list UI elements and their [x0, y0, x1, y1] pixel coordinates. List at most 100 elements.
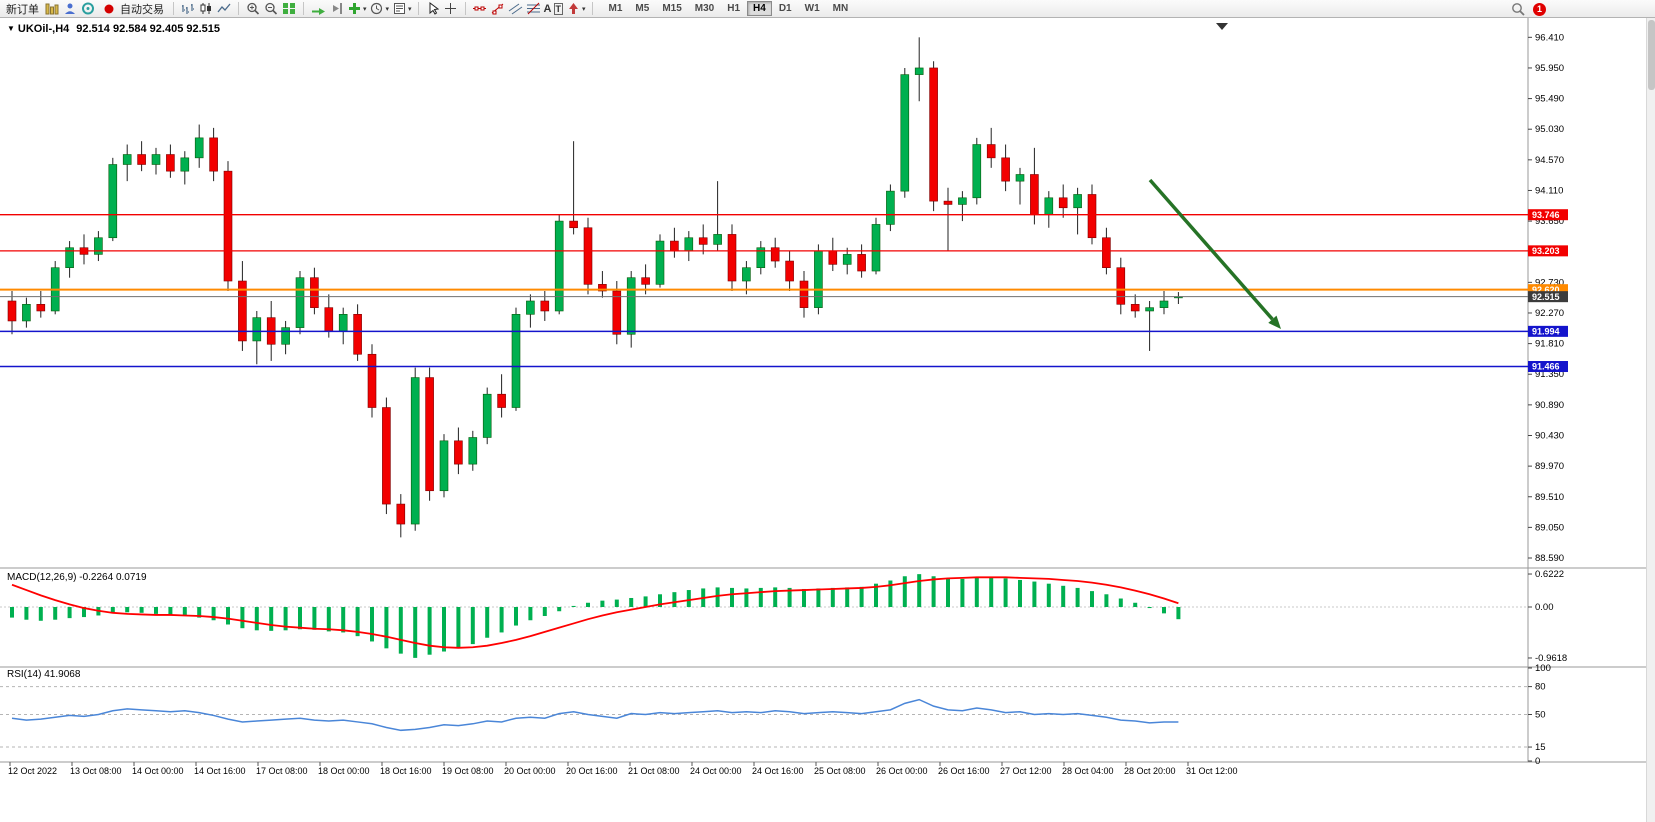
chart-title[interactable]: ▼ UKOil-,H4 92.514 92.584 92.405 92.515 [7, 23, 220, 35]
time-axis-label[interactable]: 17 Oct 08:00 [256, 766, 308, 776]
search-icon[interactable] [1510, 2, 1526, 16]
timeframe-button-m5[interactable]: M5 [629, 1, 655, 16]
chart-shift-icon[interactable] [328, 2, 344, 16]
price-axis-label[interactable]: 92.730 [1535, 277, 1564, 288]
chart-canvas[interactable]: 96.410 95.950 95.490 95.030 94.570 94.110 93.6… [0, 18, 1655, 770]
price-axis-label[interactable]: 96.410 [1535, 32, 1564, 43]
candle [785, 251, 794, 292]
time-axis-label[interactable]: 26 Oct 16:00 [938, 766, 990, 776]
time-axis[interactable]: 12 Oct 2022 13 Oct 08:00 14 Oct 00:00 14 Oc… [0, 762, 1640, 782]
time-axis-label[interactable]: 27 Oct 12:00 [1000, 766, 1052, 776]
timeframe-button-m30[interactable]: M30 [689, 1, 720, 16]
time-axis-label[interactable]: 14 Oct 00:00 [132, 766, 184, 776]
time-axis-label[interactable]: 18 Oct 00:00 [318, 766, 370, 776]
time-axis-label[interactable]: 24 Oct 00:00 [690, 766, 742, 776]
time-axis-label[interactable]: 26 Oct 00:00 [876, 766, 928, 776]
horizontal-line-tool-icon[interactable] [472, 2, 488, 16]
candle [367, 344, 377, 418]
price-axis-label[interactable]: 95.030 [1535, 124, 1564, 135]
price-axis-label[interactable]: 90.430 [1535, 430, 1564, 441]
macd-histogram-bar [269, 607, 274, 631]
cursor-icon[interactable] [425, 2, 441, 16]
macd-indicator-label: MACD(12,26,9) -0.2264 0.0719 [7, 572, 147, 583]
tile-windows-icon[interactable] [281, 2, 297, 16]
notification-badge[interactable]: 1 [1533, 2, 1546, 16]
indicators-dropdown-caret[interactable]: ▾ [363, 5, 367, 13]
channel-tool-icon[interactable] [508, 2, 524, 16]
candle [396, 494, 406, 538]
trendline-tool-icon[interactable] [490, 2, 506, 16]
timeframe-button-m15[interactable]: M15 [656, 1, 687, 16]
vertical-scrollbar[interactable] [1646, 18, 1655, 822]
time-axis-label[interactable]: 31 Oct 12:00 [1186, 766, 1238, 776]
price-axis-label[interactable]: 94.570 [1535, 155, 1564, 166]
bar-chart-icon[interactable] [180, 2, 196, 16]
templates-dropdown-caret[interactable]: ▾ [408, 5, 412, 13]
arrows-dropdown-caret[interactable]: ▾ [582, 5, 586, 13]
timeframe-button-m1[interactable]: M1 [603, 1, 629, 16]
fibonacci-tool-icon[interactable] [526, 2, 542, 16]
toolbar-separator [238, 2, 239, 15]
arrows-tool-icon[interactable] [565, 2, 581, 16]
time-axis-label[interactable]: 21 Oct 08:00 [628, 766, 680, 776]
macd-histogram-bar [816, 588, 821, 607]
candle [713, 181, 722, 252]
price-axis-label[interactable]: 88.590 [1535, 553, 1564, 564]
candle [194, 124, 204, 168]
timeframe-button-mn[interactable]: MN [827, 1, 855, 16]
timeframe-button-h4[interactable]: H4 [747, 1, 772, 16]
time-axis-label[interactable]: 20 Oct 00:00 [504, 766, 556, 776]
zoom-in-icon[interactable] [245, 2, 261, 16]
time-axis-label[interactable]: 28 Oct 20:00 [1124, 766, 1176, 776]
price-axis-label[interactable]: 94.110 [1535, 185, 1563, 196]
price-axis-label[interactable]: 91.810 [1535, 339, 1564, 350]
price-axis-label[interactable]: 95.490 [1535, 94, 1564, 105]
text-tool-icon[interactable]: A [543, 2, 552, 15]
time-axis-label[interactable]: 14 Oct 16:00 [194, 766, 246, 776]
price-axis-label[interactable]: 95.950 [1535, 63, 1564, 74]
price-axis-label[interactable]: 93.650 [1535, 216, 1564, 227]
time-axis-label[interactable]: 25 Oct 08:00 [814, 766, 866, 776]
templates-icon[interactable] [391, 2, 407, 16]
trend-arrow-annotation[interactable] [1148, 178, 1281, 329]
zoom-out-icon[interactable] [263, 2, 279, 16]
candle [828, 237, 838, 272]
price-axis-label[interactable]: 89.970 [1535, 461, 1564, 472]
periods-clock-icon[interactable] [369, 2, 385, 16]
candlestick-chart-icon[interactable] [198, 2, 214, 16]
candle [180, 151, 190, 185]
timeframe-button-d1[interactable]: D1 [773, 1, 798, 16]
terminal-icon[interactable] [80, 2, 96, 16]
timeframe-button-h1[interactable]: H1 [721, 1, 746, 16]
new-order-button[interactable]: 新订单 [3, 1, 42, 17]
price-axis-label[interactable]: 89.050 [1535, 522, 1564, 533]
crosshair-icon[interactable] [443, 2, 459, 16]
periods-dropdown-caret[interactable]: ▾ [385, 5, 390, 13]
auto-scroll-icon[interactable] [310, 2, 326, 16]
time-axis-label[interactable]: 18 Oct 16:00 [380, 766, 432, 776]
candle [7, 291, 17, 335]
top-toolbar: 新订单 自动交易 ▾ ▾ [0, 0, 1655, 18]
auto-trading-button[interactable]: 自动交易 [98, 1, 167, 17]
line-chart-icon[interactable] [216, 2, 232, 16]
scrollbar-thumb[interactable] [1648, 20, 1655, 90]
navigator-icon[interactable] [62, 2, 78, 16]
text-label-tool-icon[interactable]: T [553, 2, 563, 15]
price-axis-label[interactable]: 92.270 [1535, 308, 1564, 319]
time-axis-label[interactable]: 19 Oct 08:00 [442, 766, 494, 776]
candle [410, 367, 420, 531]
time-axis-label[interactable]: 12 Oct 2022 [8, 766, 58, 776]
price-axis-label[interactable]: 89.510 [1535, 492, 1564, 503]
time-axis-label[interactable]: 20 Oct 16:00 [566, 766, 618, 776]
time-axis-label[interactable]: 24 Oct 16:00 [752, 766, 804, 776]
price-axis-label[interactable]: 90.890 [1535, 400, 1564, 411]
chart-shift-marker[interactable] [1216, 23, 1228, 30]
symbol-dropdown-icon[interactable]: ▼ [7, 24, 15, 33]
macd-axis-label: -0.9618 [1535, 653, 1567, 664]
price-axis-label[interactable]: 91.350 [1535, 369, 1564, 380]
market-watch-icon[interactable] [44, 2, 60, 16]
indicators-icon[interactable] [346, 2, 362, 16]
timeframe-button-w1[interactable]: W1 [799, 1, 826, 16]
time-axis-label[interactable]: 13 Oct 08:00 [70, 766, 122, 776]
time-axis-label[interactable]: 28 Oct 04:00 [1062, 766, 1114, 776]
